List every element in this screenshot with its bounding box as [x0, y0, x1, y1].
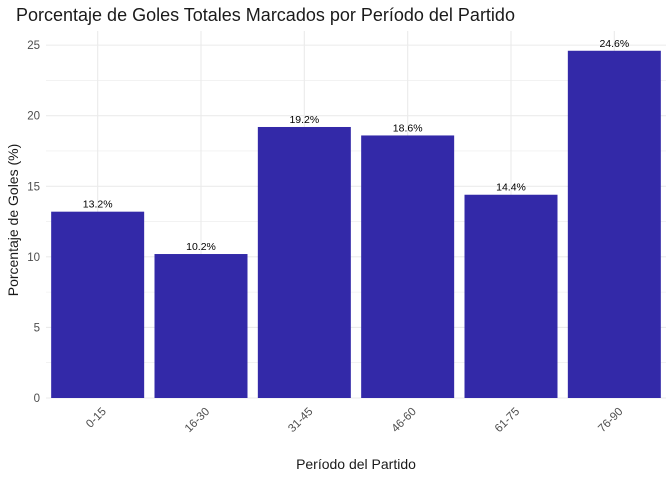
x-tick-label: 61-75	[493, 406, 522, 435]
bar-46-60	[361, 135, 455, 398]
y-tick-label: 20	[27, 111, 40, 123]
x-axis-ticks: 0-15 16-30 31-45 46-60 61-75 76-90	[84, 406, 625, 435]
data-label-76-90: 24.6%	[599, 38, 629, 50]
bar-31-45	[257, 126, 351, 398]
data-label-61-75: 14.4%	[496, 182, 526, 194]
y-tick-label: 10	[27, 252, 40, 264]
x-tick-label: 0-15	[84, 406, 109, 431]
y-axis-title: Porcentaje de Goles (%)	[5, 144, 21, 297]
data-labels: 13.2% 10.2% 19.2% 18.6% 14.4% 24.6%	[83, 38, 629, 253]
data-label-0-15: 13.2%	[83, 199, 113, 211]
y-tick-label: 15	[27, 181, 40, 193]
x-tick-label: 31-45	[286, 406, 315, 435]
bars	[51, 50, 661, 399]
bar-16-30	[154, 254, 248, 398]
data-label-46-60: 18.6%	[393, 122, 423, 134]
x-tick-label: 16-30	[183, 406, 212, 435]
x-tick-label: 46-60	[390, 406, 419, 435]
y-tick-label: 5	[34, 322, 40, 334]
data-label-16-30: 10.2%	[186, 241, 216, 253]
y-tick-label: 25	[27, 40, 40, 52]
bar-61-75	[464, 194, 558, 398]
chart-title: Porcentaje de Goles Totales Marcados por…	[16, 5, 515, 25]
bar-0-15	[51, 211, 145, 398]
y-tick-label: 0	[34, 393, 40, 405]
bar-76-90	[567, 50, 661, 399]
y-axis-ticks: 0 5 10 15 20 25	[27, 40, 40, 405]
x-tick-label: 76-90	[596, 406, 625, 435]
data-label-31-45: 19.2%	[289, 114, 319, 126]
x-axis-title: Período del Partido	[296, 456, 416, 472]
